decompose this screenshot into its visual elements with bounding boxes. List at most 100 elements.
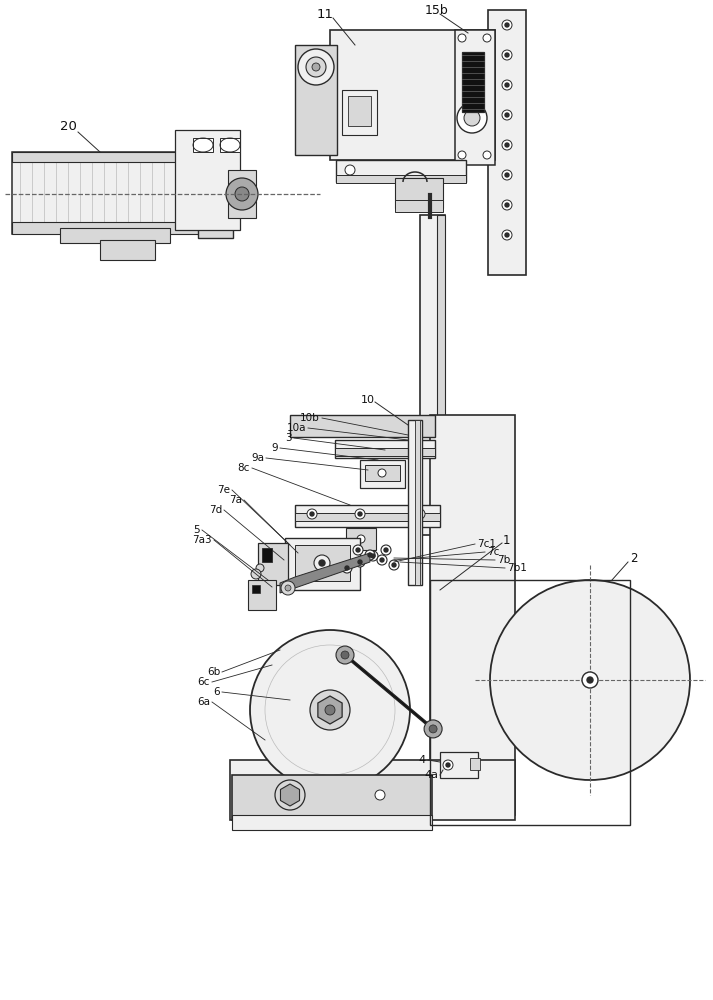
Bar [342,90,377,135]
Bar [395,200,443,212]
Circle shape [226,178,258,210]
Bar [290,415,435,437]
Circle shape [368,551,378,561]
Circle shape [250,630,410,790]
Circle shape [298,49,334,85]
Polygon shape [280,784,299,806]
Bar [232,775,432,820]
Text: 7d: 7d [209,505,222,515]
Circle shape [502,140,512,150]
Text: 6c: 6c [198,677,210,687]
Bar [437,215,445,535]
Polygon shape [280,553,370,593]
Circle shape [483,34,491,42]
Circle shape [375,790,385,800]
Bar [60,228,170,243]
Bar [295,545,350,581]
Circle shape [319,560,325,566]
Bar [430,415,515,815]
Circle shape [457,103,487,133]
Circle shape [384,548,388,552]
Bar [262,548,272,562]
Text: 10b: 10b [300,413,320,423]
Circle shape [381,545,391,555]
Bar [295,505,440,527]
Text: 2: 2 [630,552,637,564]
Circle shape [505,53,509,57]
Circle shape [281,581,295,595]
Bar [248,580,276,610]
Circle shape [502,50,512,60]
Circle shape [365,550,375,560]
Bar [420,215,445,535]
Circle shape [505,23,509,27]
Bar [395,178,443,208]
Text: 7b1: 7b1 [507,563,527,573]
Circle shape [490,580,690,780]
Bar [12,152,202,234]
Text: 1: 1 [503,534,511,546]
Bar [440,752,478,778]
Circle shape [355,509,365,519]
Circle shape [358,512,362,516]
Text: 4: 4 [419,755,426,765]
Circle shape [505,83,509,87]
Bar [415,420,420,585]
Circle shape [446,763,450,767]
Polygon shape [318,696,342,724]
Bar [220,138,240,152]
Bar [470,758,480,770]
Text: 7a: 7a [229,495,242,505]
Circle shape [285,585,291,591]
Circle shape [342,563,352,573]
Circle shape [353,545,363,555]
Circle shape [505,233,509,237]
Bar [455,30,495,165]
Circle shape [314,555,330,571]
Text: 7e: 7e [217,485,230,495]
Text: 11: 11 [317,7,334,20]
Text: 7b: 7b [497,555,511,565]
Circle shape [502,200,512,210]
Text: 15b: 15b [425,3,449,16]
Bar [348,96,371,126]
Text: 7c: 7c [487,547,499,557]
Circle shape [458,34,466,42]
Bar [228,170,256,218]
Circle shape [392,563,396,567]
Circle shape [275,780,305,810]
Text: 9a: 9a [251,453,264,463]
Circle shape [483,151,491,159]
Bar [360,460,405,488]
Text: 6: 6 [213,687,220,697]
Bar [285,538,360,590]
Circle shape [336,646,354,664]
Circle shape [371,554,375,558]
Circle shape [358,560,362,564]
Text: 10a: 10a [287,423,306,433]
Bar [488,10,526,275]
Bar [100,240,155,260]
Circle shape [307,509,317,519]
Bar [430,580,630,825]
Text: 5: 5 [193,525,200,535]
Text: 7a3: 7a3 [193,535,212,545]
Circle shape [357,535,365,543]
Circle shape [325,705,335,715]
Circle shape [256,564,264,572]
Text: 10: 10 [361,395,375,405]
Bar [408,420,422,585]
Bar [230,760,515,820]
Circle shape [378,469,386,477]
Circle shape [502,170,512,180]
Bar [198,148,233,238]
Circle shape [345,165,355,175]
Circle shape [312,63,320,71]
Bar [335,440,435,458]
Text: 9: 9 [272,443,278,453]
Bar [252,585,260,593]
Circle shape [251,569,261,579]
Bar [175,130,240,230]
Text: 6b: 6b [207,667,220,677]
Bar [193,138,213,152]
